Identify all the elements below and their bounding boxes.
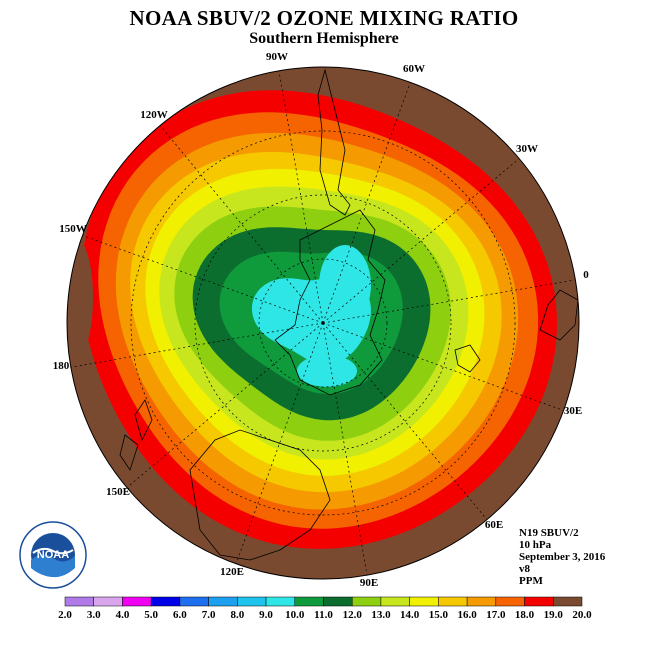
colorbar-swatch: [265, 596, 296, 607]
longitude-label-120w: 120W: [140, 109, 168, 121]
coastline-4: [134, 399, 153, 442]
colorbar-swatch: [93, 596, 123, 607]
unit-label: PPM: [519, 575, 543, 587]
longitude-label-180: 180: [53, 360, 70, 372]
field-maximum-150w: [67, 240, 93, 356]
colorbar-swatch: [409, 596, 439, 607]
colorbar-tick-label: 6.0: [173, 609, 187, 621]
colorbar-swatch: [323, 596, 353, 607]
longitude-label-90e: 90E: [360, 577, 378, 589]
colorbar-tick-label: 3.0: [87, 609, 101, 621]
field-low-pocket-a: [319, 245, 371, 325]
colorbar-swatch: [351, 596, 382, 607]
colorbar-tick-label: 12.0: [343, 609, 363, 621]
longitude-label-150e: 150E: [106, 486, 130, 498]
logo-text: NOAA: [37, 549, 69, 561]
colorbar-swatch: [466, 596, 497, 607]
colorbar-swatch: [553, 596, 583, 607]
colorbar-tick-label: 16.0: [457, 609, 477, 621]
longitude-labels: 90W 60W 30W 0 30E 60E 90E 120E 150E 180 150W 120W: [53, 51, 590, 589]
coastline-1: [317, 68, 351, 216]
colorbar-tick-label: 18.0: [515, 609, 535, 621]
latitude-circle: [194, 194, 452, 452]
colorbar-tick-label: 5.0: [144, 609, 158, 621]
colorbar-tick-label: 9.0: [259, 609, 273, 621]
colorbar-swatch: [64, 596, 94, 607]
coastline-3: [189, 429, 331, 561]
colorbar-tick-label: 13.0: [371, 609, 391, 621]
coastline-5: [119, 434, 139, 471]
colorbar-tick-label: 17.0: [486, 609, 506, 621]
colorbar-swatch: [122, 596, 152, 607]
data-version: v8: [519, 563, 530, 575]
chart-title: NOAA SBUV/2 OZONE MIXING RATIO: [129, 6, 519, 30]
longitude-label-0: 0: [583, 269, 589, 281]
colorbar-swatch: [150, 596, 181, 607]
globe-border: [66, 66, 580, 580]
longitude-label-30w: 30W: [516, 143, 538, 155]
ozone-field: [67, 67, 579, 579]
coastline-6: [454, 344, 481, 373]
colorbar-tick-label: 11.0: [314, 609, 333, 621]
map-date: September 3, 2016: [519, 551, 606, 563]
colorbar-swatch: [179, 596, 209, 607]
colorbar-tick-label: 19.0: [544, 609, 564, 621]
noaa-logo: NOAA: [18, 520, 88, 595]
chart-subtitle: Southern Hemisphere: [249, 30, 399, 47]
info-block: N19 SBUV/2 10 hPa September 3, 2016 v8 P…: [519, 527, 605, 587]
field-low-pocket-b: [297, 355, 357, 387]
lat-lon-grid: [70, 70, 576, 576]
latitude-circle: [130, 130, 516, 516]
colorbar-tick-label: 2.0: [58, 609, 72, 621]
colorbar-swatch: [208, 596, 238, 607]
satellite-label: N19 SBUV/2: [519, 527, 579, 539]
colorbar-swatch: [380, 596, 410, 607]
colorbar-swatch: [237, 596, 267, 607]
longitude-label-120e: 120E: [220, 566, 244, 578]
longitude-label-90w: 90W: [266, 51, 288, 63]
longitude-label-150w: 150W: [59, 223, 87, 235]
colorbar-swatch: [294, 596, 324, 607]
longitude-label-60e: 60E: [485, 519, 503, 531]
pressure-level: 10 hPa: [519, 539, 552, 551]
longitude-label-30e: 30E: [564, 405, 582, 417]
colorbar-tick-label: 4.0: [116, 609, 130, 621]
latitude-circle: [258, 258, 388, 388]
colorbar-tick-label: 7.0: [202, 609, 216, 621]
colorbar-swatch: [524, 596, 554, 607]
colorbar-swatch: [495, 596, 525, 607]
colorbar: 2.0 3.0 4.0 5.0 6.0 7.0 8.0 9.0 10.0 11.0 12.0 13.0…: [58, 596, 592, 621]
colorbar-tick-label: 20.0: [572, 609, 592, 621]
longitude-label-60w: 60W: [403, 63, 425, 75]
colorbar-tick-label: 14.0: [400, 609, 420, 621]
colorbar-tick-label: 15.0: [429, 609, 449, 621]
colorbar-swatch: [438, 596, 468, 607]
colorbar-tick-label: 8.0: [230, 609, 244, 621]
colorbar-tick-label: 10.0: [285, 609, 305, 621]
coastline-0: [274, 209, 386, 396]
